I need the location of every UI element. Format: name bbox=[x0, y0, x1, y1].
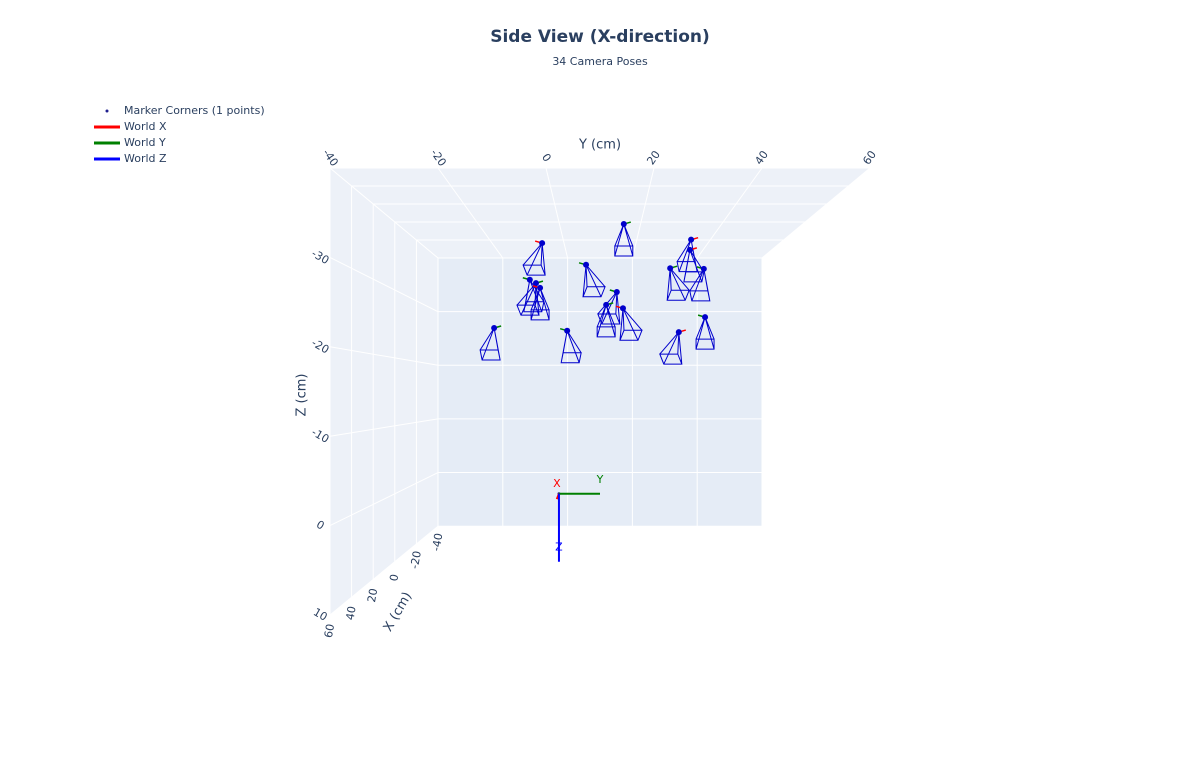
y-tick-label: 40 bbox=[752, 148, 771, 167]
camera-center bbox=[564, 327, 571, 334]
world-axis-label: Y bbox=[596, 473, 604, 486]
y-tick-label: -20 bbox=[428, 147, 449, 169]
y-tick-label: 60 bbox=[860, 148, 879, 167]
y-tick-label: 0 bbox=[539, 151, 554, 164]
grid-line bbox=[329, 418, 439, 437]
z-axis-title: Z (cm) bbox=[295, 374, 310, 417]
legend-symbol bbox=[105, 109, 109, 113]
grid-line bbox=[696, 167, 763, 259]
camera-center bbox=[583, 261, 590, 268]
camera-frustum bbox=[479, 327, 501, 361]
camera-center bbox=[603, 301, 610, 308]
camera-frustum bbox=[522, 242, 546, 276]
camera-frustum bbox=[516, 282, 540, 316]
legend-label: World X bbox=[124, 120, 167, 133]
camera-frustum bbox=[530, 287, 550, 321]
side-wall bbox=[330, 168, 438, 615]
world-axis-label: X bbox=[553, 477, 561, 490]
camera-center bbox=[526, 276, 533, 283]
back-wall bbox=[438, 258, 762, 527]
camera-center bbox=[700, 265, 707, 272]
camera-center bbox=[619, 305, 626, 312]
y-tick-label: 20 bbox=[644, 148, 663, 167]
camera-center bbox=[491, 324, 498, 331]
camera-center bbox=[537, 284, 544, 291]
camera-frustum bbox=[619, 307, 643, 341]
x-tick-label: 40 bbox=[343, 605, 358, 621]
chart-subtitle: 34 Camera Poses bbox=[552, 55, 648, 68]
x-tick-label: 60 bbox=[322, 623, 337, 639]
grid-line bbox=[761, 167, 871, 259]
top-wall bbox=[330, 168, 870, 258]
x-tick-label: 20 bbox=[365, 587, 380, 603]
chart-title: Side View (X-direction) bbox=[490, 27, 710, 47]
grid-line bbox=[329, 525, 439, 616]
camera-center bbox=[620, 221, 627, 228]
z-tick-label: 0 bbox=[314, 518, 327, 533]
x-tick-label: -40 bbox=[430, 532, 446, 552]
grid-line bbox=[329, 472, 439, 527]
grid-line bbox=[329, 167, 439, 259]
grid-line bbox=[545, 167, 569, 259]
x-tick-label: 0 bbox=[387, 573, 401, 582]
legend-label: World Y bbox=[124, 136, 166, 149]
legend-label: World Z bbox=[124, 152, 167, 165]
camera-center bbox=[688, 236, 695, 243]
camera-center bbox=[675, 329, 682, 336]
camera-frustum bbox=[666, 267, 690, 301]
camera-frustum bbox=[689, 268, 711, 302]
camera-frustum bbox=[683, 249, 705, 283]
camera-frustum bbox=[659, 331, 683, 365]
z-tick-label: -10 bbox=[309, 426, 331, 446]
world-axis-label: Z bbox=[555, 541, 563, 554]
legend-label: Marker Corners (1 points) bbox=[124, 104, 265, 117]
x-tick-label: -20 bbox=[408, 550, 424, 570]
camera-center bbox=[532, 280, 539, 287]
grid-line bbox=[631, 167, 655, 259]
y-axis-title: Y (cm) bbox=[578, 138, 621, 153]
camera-frustum bbox=[582, 264, 606, 298]
grid-line bbox=[329, 346, 439, 366]
camera-frustum bbox=[560, 330, 582, 364]
z-tick-label: -30 bbox=[309, 247, 331, 267]
camera-center bbox=[539, 240, 546, 247]
camera-center bbox=[686, 246, 693, 253]
x-axis-title: X (cm) bbox=[381, 590, 415, 635]
z-tick-label: -20 bbox=[309, 336, 331, 356]
grid-line bbox=[329, 256, 439, 313]
camera-center bbox=[667, 265, 674, 272]
z-tick-label: 10 bbox=[311, 605, 330, 623]
camera-frustum bbox=[614, 223, 634, 257]
camera-frustum bbox=[695, 316, 715, 350]
camera-center bbox=[702, 314, 709, 321]
camera-frustum bbox=[596, 304, 616, 338]
camera-center bbox=[613, 288, 620, 295]
y-tick-label: -40 bbox=[320, 147, 341, 169]
grid-line bbox=[437, 167, 504, 259]
